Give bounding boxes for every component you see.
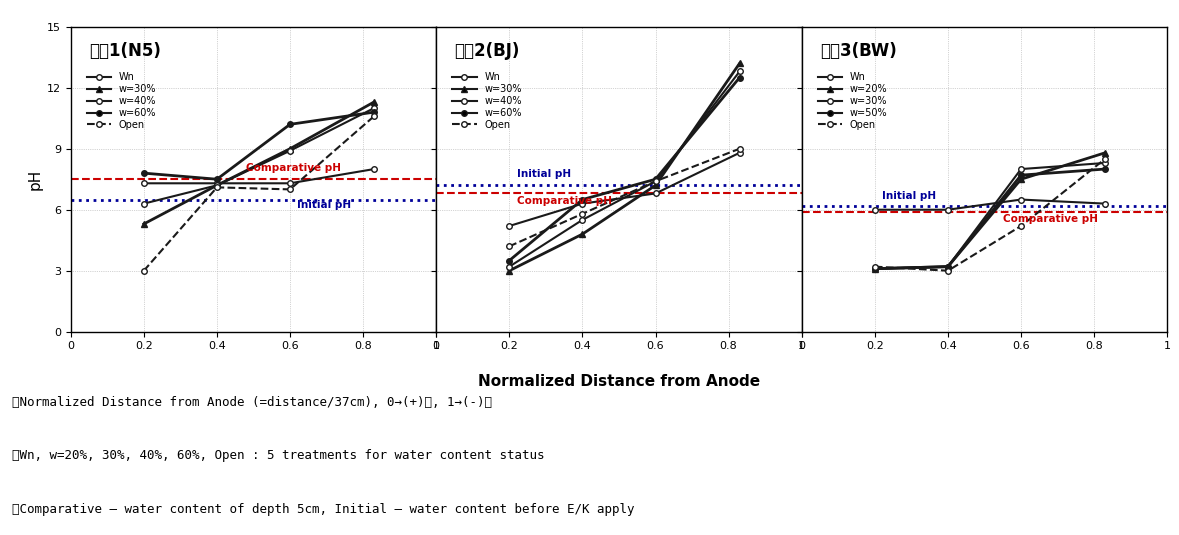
Text: ※Wn, w=20%, 30%, 40%, 60%, Open : 5 treatments for water content status: ※Wn, w=20%, 30%, 40%, 60%, Open : 5 trea… bbox=[12, 449, 545, 462]
Text: 지점3(BW): 지점3(BW) bbox=[819, 42, 897, 60]
Text: 지점1(N5): 지점1(N5) bbox=[90, 42, 160, 60]
Text: ※Comparative – water content of depth 5cm, Initial – water content before E/K ap: ※Comparative – water content of depth 5c… bbox=[12, 503, 634, 516]
Text: Initial pH: Initial pH bbox=[297, 200, 351, 210]
Text: Initial pH: Initial pH bbox=[882, 190, 936, 201]
Text: ※Normalized Distance from Anode (=distance/37cm), 0→(+)극, 1→(-)극: ※Normalized Distance from Anode (=distan… bbox=[12, 396, 492, 409]
Text: Normalized Distance from Anode: Normalized Distance from Anode bbox=[477, 374, 760, 389]
Legend: Wn, w=30%, w=40%, w=60%, Open: Wn, w=30%, w=40%, w=60%, Open bbox=[448, 68, 526, 134]
Legend: Wn, w=30%, w=40%, w=60%, Open: Wn, w=30%, w=40%, w=60%, Open bbox=[83, 68, 160, 134]
Text: Comparative pH: Comparative pH bbox=[1002, 214, 1098, 224]
Text: Comparative pH: Comparative pH bbox=[516, 196, 612, 205]
Text: 지점2(BJ): 지점2(BJ) bbox=[455, 42, 520, 60]
Text: Comparative pH: Comparative pH bbox=[246, 163, 341, 173]
Legend: Wn, w=20%, w=30%, w=50%, Open: Wn, w=20%, w=30%, w=50%, Open bbox=[814, 68, 891, 134]
Y-axis label: pH: pH bbox=[28, 169, 42, 190]
Text: Initial pH: Initial pH bbox=[516, 169, 571, 179]
